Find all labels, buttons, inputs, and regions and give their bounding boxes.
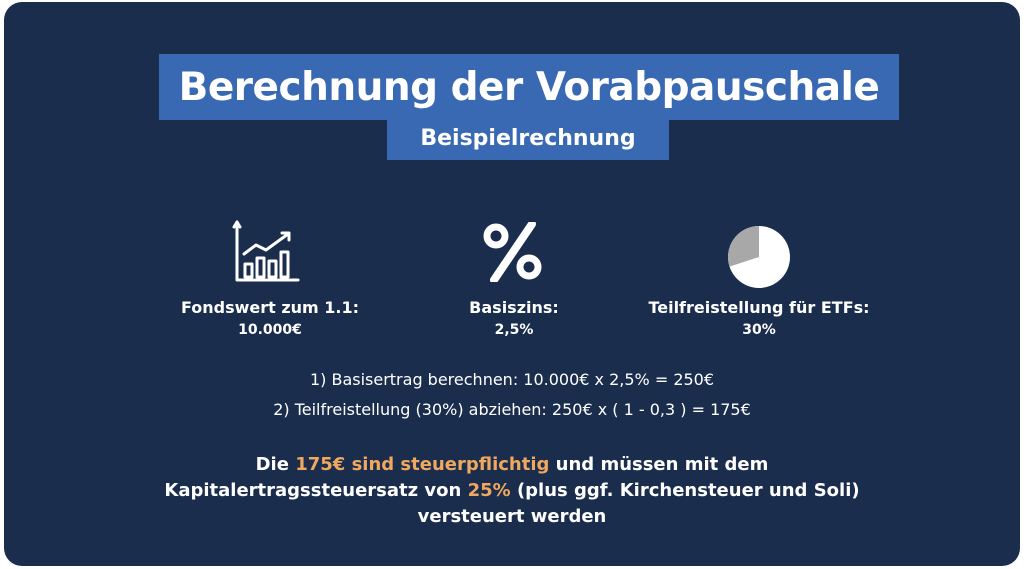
subtitle-banner: Beispielrechnung (387, 116, 669, 160)
summary-line-1: Die 175€ sind steuerpflichtig und müssen… (4, 452, 1020, 478)
summary-highlight-rate: 25% (467, 480, 511, 501)
stat-label-basiszins: Basiszins: (469, 298, 559, 317)
pie-chart-icon (726, 224, 792, 290)
summary-line-1-pre: Die (255, 454, 296, 475)
summary-line-2: Kapitalertragssteuersatz von 25% (plus g… (4, 478, 1020, 504)
calc-step-1: 1) Basisertrag berechnen: 10.000€ x 2,5%… (309, 370, 715, 389)
title-banner: Berechnung der Vorabpauschale (159, 54, 899, 120)
stat-value-basiszins: 2,5% (494, 322, 534, 338)
growth-chart-icon (232, 220, 302, 284)
summary-line-2-post: (plus ggf. Kirchensteuer und Soli) (510, 480, 860, 501)
pie-slice-teilfreistellung (728, 226, 759, 267)
stat-value-fondswert: 10.000€ (238, 322, 302, 338)
calc-step-2: 2) Teilfreistellung (30%) abziehen: 250€… (273, 400, 751, 419)
stat-label-fondswert: Fondswert zum 1.1: (180, 298, 360, 317)
summary-text: Die 175€ sind steuerpflichtig und müssen… (4, 452, 1020, 530)
summary-line-1-post: und müssen mit dem (549, 454, 769, 475)
info-card: Berechnung der Vorabpauschale Beispielre… (4, 2, 1020, 566)
summary-line-2-pre: Kapitalertragssteuersatz von (164, 480, 468, 501)
stat-label-teilfreistellung: Teilfreistellung für ETFs: (648, 298, 870, 317)
percent-icon (482, 222, 544, 282)
page-subtitle: Beispielrechnung (420, 125, 636, 151)
page-title: Berechnung der Vorabpauschale (178, 64, 880, 110)
stat-value-teilfreistellung: 30% (742, 322, 776, 338)
summary-line-3: versteuert werden (417, 506, 607, 527)
summary-highlight-taxable: 175€ sind steuerpflichtig (295, 454, 550, 475)
